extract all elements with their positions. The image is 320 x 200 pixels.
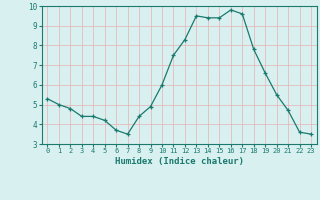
X-axis label: Humidex (Indice chaleur): Humidex (Indice chaleur) [115,157,244,166]
